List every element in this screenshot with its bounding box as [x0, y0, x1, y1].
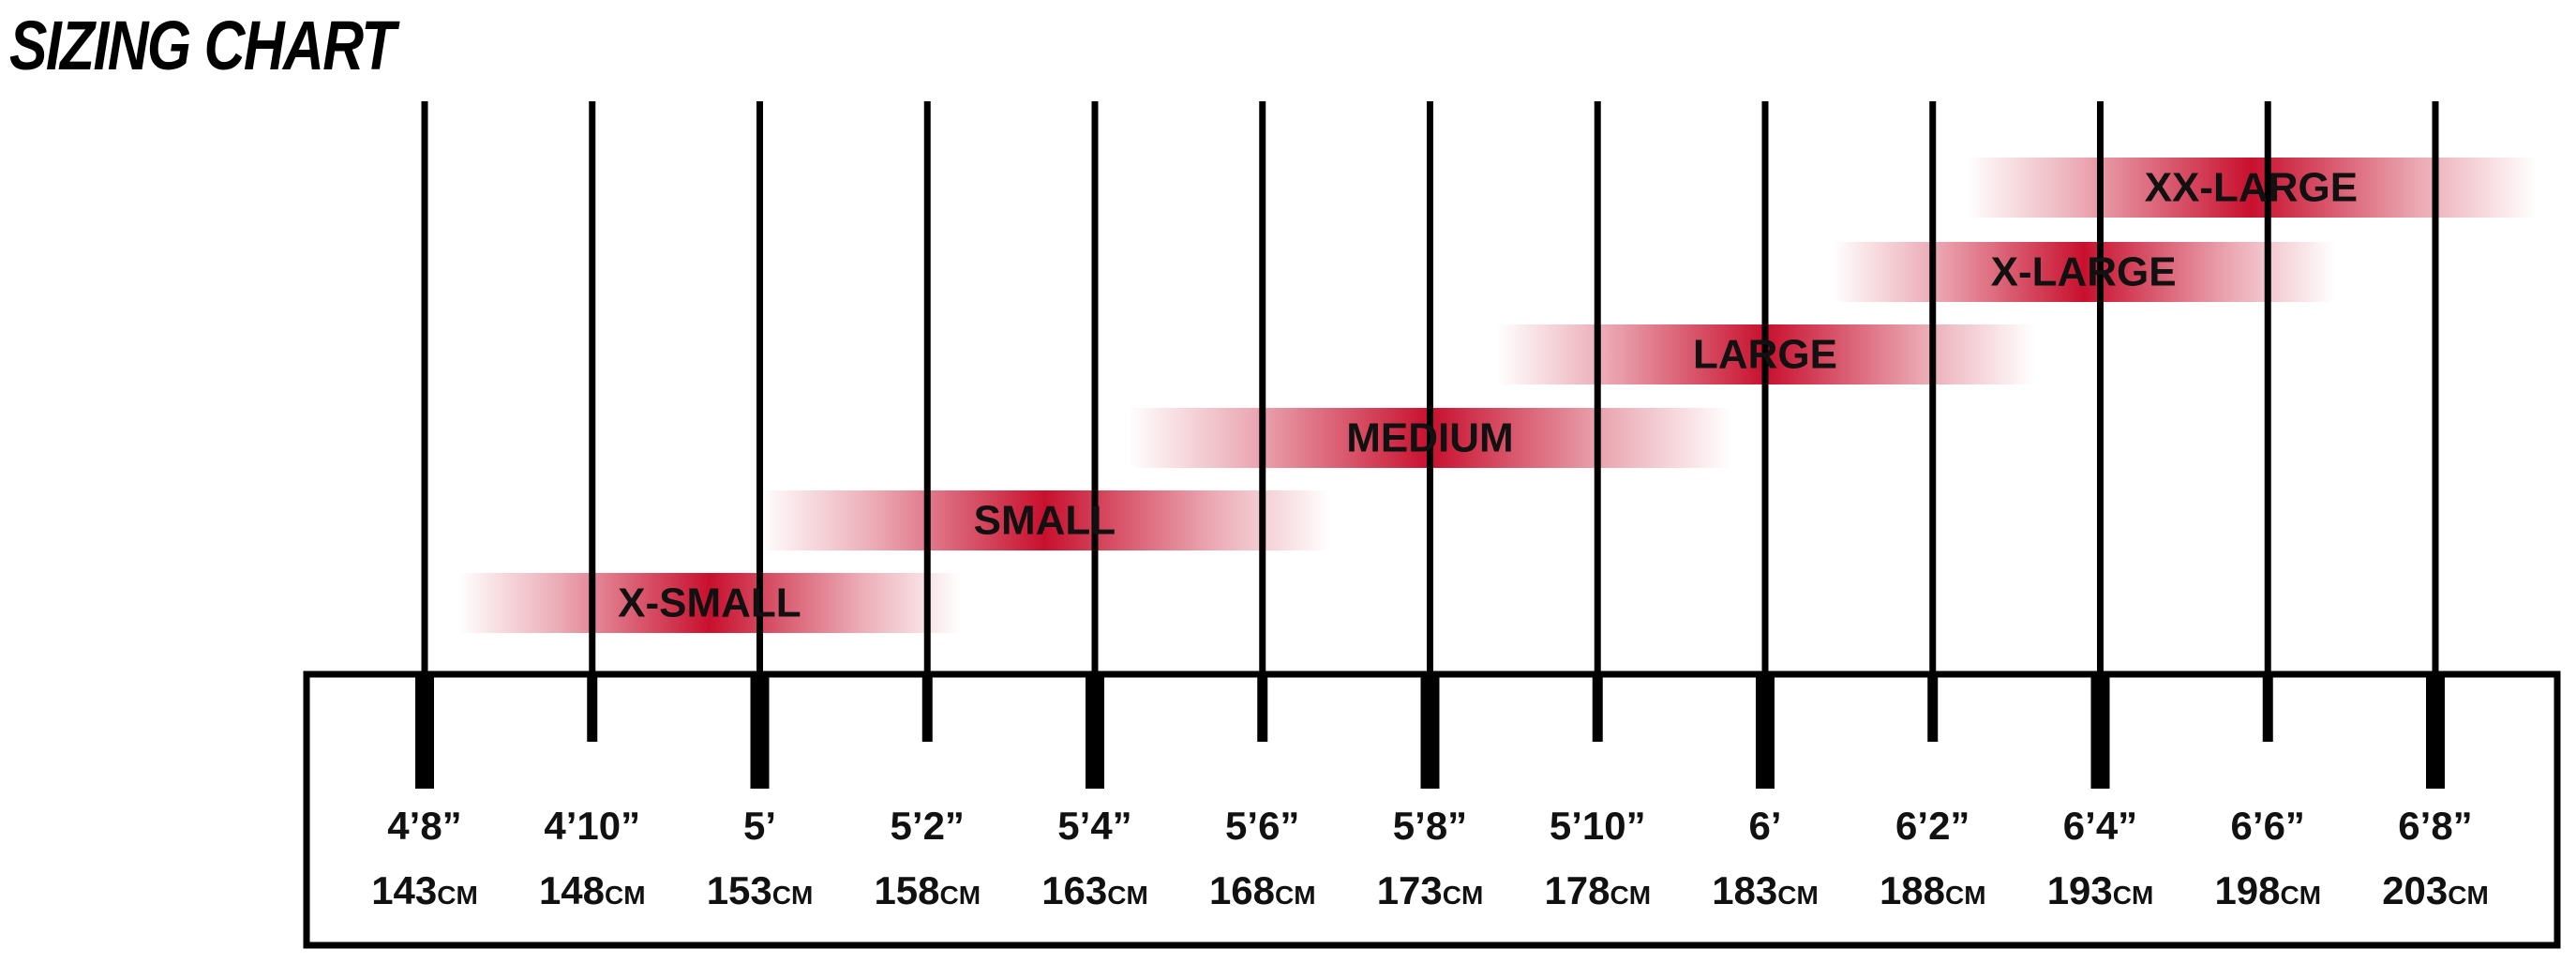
tick-label-cm: 183CM: [1712, 868, 1819, 912]
tick-label-cm-unit: CM: [2113, 881, 2154, 910]
tick-label-cm-unit: CM: [2281, 881, 2322, 910]
tick-153: [750, 674, 770, 789]
band-label-small: SMALL: [974, 498, 1116, 544]
tick-label-ft: 5’8”: [1393, 804, 1467, 848]
tick-188: [1927, 674, 1939, 742]
size-band-labels: X-SMALL SMALL MEDIUM LARGE X-LARGE XX-LARGE: [618, 165, 2358, 626]
tick-label-cm-unit: CM: [940, 881, 981, 910]
size-bands: [457, 158, 2537, 633]
band-label-large: LARGE: [1693, 332, 1837, 378]
tick-label-cm-unit: CM: [1443, 881, 1484, 910]
tick-label-cm-unit: CM: [1107, 881, 1148, 910]
tick-label-cm: 148CM: [539, 868, 646, 912]
tick-label-ft: 5’6”: [1225, 804, 1299, 848]
tick-label-ft: 4’8”: [387, 804, 461, 848]
tick-label-cm: 168CM: [1209, 868, 1316, 912]
tick-143: [415, 674, 434, 789]
tick-label-cm-value: 198: [2214, 868, 2280, 912]
tick-158: [921, 674, 933, 742]
tick-label-cm-value: 203: [2382, 868, 2448, 912]
tick-label-cm-value: 158: [874, 868, 939, 912]
tick-label-cm-value: 173: [1377, 868, 1443, 912]
tick-label-ft: 5’4”: [1057, 804, 1131, 848]
tick-label-cm-unit: CM: [2448, 881, 2489, 910]
tick-label-cm-value: 178: [1544, 868, 1610, 912]
tick-label-cm-unit: CM: [605, 881, 646, 910]
tick-183: [1756, 674, 1775, 789]
band-x-small: [457, 573, 961, 633]
tick-label-cm: 188CM: [1880, 868, 1986, 912]
tick-label-cm: 158CM: [874, 868, 981, 912]
tick-label-ft: 6’6”: [2231, 804, 2305, 848]
tick-label-cm-unit: CM: [1275, 881, 1316, 910]
tick-163: [1086, 674, 1104, 789]
tick-label-ft: 6’: [1748, 804, 1781, 848]
height-gridlines: [421, 101, 2439, 741]
band-label-xx-large: XX-LARGE: [2145, 165, 2358, 211]
tick-label-cm-value: 163: [1041, 868, 1107, 912]
tick-label-cm-unit: CM: [1610, 881, 1652, 910]
tick-173: [1420, 674, 1440, 789]
band-label-x-large: X-LARGE: [1991, 249, 2177, 295]
tick-168: [1257, 674, 1268, 742]
tick-label-ft: 5’: [743, 804, 776, 848]
tick-203: [2426, 674, 2445, 789]
tick-label-cm-value: 188: [1880, 868, 1945, 912]
tick-label-ft: 6’8”: [2398, 804, 2472, 848]
tick-193: [2090, 674, 2110, 789]
band-label-medium: MEDIUM: [1346, 415, 1513, 461]
tick-label-cm: 173CM: [1377, 868, 1484, 912]
tick-label-ft: 6’4”: [2063, 804, 2137, 848]
tick-label-cm: 178CM: [1544, 868, 1651, 912]
tick-198: [2262, 674, 2273, 742]
tick-148: [587, 674, 598, 742]
band-xx-large: [1966, 158, 2537, 218]
tick-label-cm-unit: CM: [1945, 881, 1986, 910]
tick-label-cm: 143CM: [371, 868, 478, 912]
chart-title: SIZING CHART: [9, 7, 396, 84]
height-scale-labels: 4’8”143CM4’10”148CM5’153CM5’2”158CM5’4”1…: [371, 804, 2489, 912]
tick-label-cm-value: 148: [539, 868, 605, 912]
tick-label-cm-value: 168: [1209, 868, 1275, 912]
tick-label-cm-unit: CM: [772, 881, 814, 910]
band-x-large: [1832, 242, 2335, 302]
tick-label-cm-value: 183: [1712, 868, 1777, 912]
tick-label-cm: 163CM: [1041, 868, 1148, 912]
tick-178: [1592, 674, 1603, 742]
tick-label-ft: 5’10”: [1550, 804, 1646, 848]
tick-label-cm: 198CM: [2214, 868, 2321, 912]
tick-label-cm: 153CM: [707, 868, 814, 912]
tick-label-ft: 4’10”: [544, 804, 640, 848]
tick-label-cm: 203CM: [2382, 868, 2489, 912]
tick-label-ft: 5’2”: [891, 804, 965, 848]
tick-label-cm-unit: CM: [1777, 881, 1819, 910]
tick-label-cm-unit: CM: [437, 881, 478, 910]
tick-label-cm-value: 153: [707, 868, 772, 912]
band-label-x-small: X-SMALL: [618, 580, 801, 626]
tick-label-ft: 6’2”: [1895, 804, 1969, 848]
tick-label-cm-value: 143: [371, 868, 437, 912]
height-scale-ticks: [415, 674, 2445, 789]
tick-label-cm: 193CM: [2047, 868, 2154, 912]
band-small: [759, 490, 1330, 550]
tick-label-cm-value: 193: [2047, 868, 2113, 912]
